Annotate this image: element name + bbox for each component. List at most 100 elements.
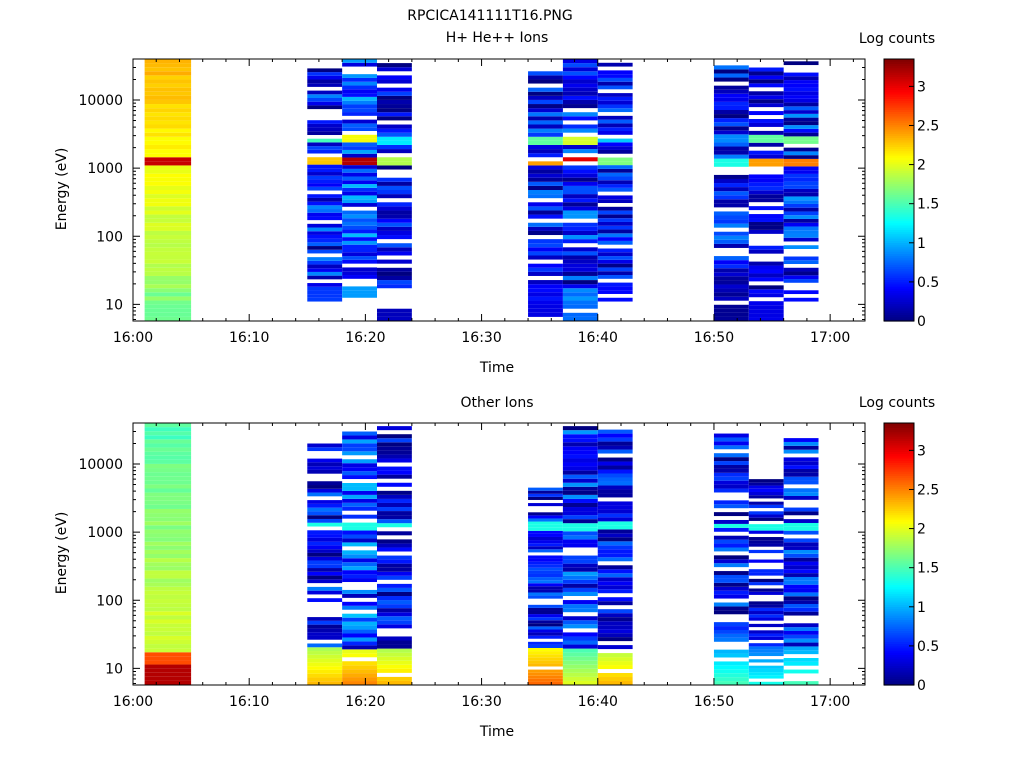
heatmap-cell xyxy=(748,194,784,199)
heatmap-cell xyxy=(144,300,192,305)
heatmap-cell xyxy=(528,626,563,630)
colorbar-segment xyxy=(884,481,914,485)
heatmap-cell xyxy=(377,149,412,154)
heatmap-cell xyxy=(307,234,343,239)
heatmap-cell xyxy=(377,67,412,72)
heatmap-cell xyxy=(307,205,343,210)
heatmap-cell xyxy=(342,176,377,181)
colorbar-segment xyxy=(884,647,914,651)
colorbar-segment xyxy=(884,678,914,682)
heatmap-cell xyxy=(597,569,633,574)
heatmap-cell xyxy=(783,95,819,99)
heatmap-cell xyxy=(528,75,563,80)
heatmap-cell xyxy=(597,681,633,685)
heatmap-cell xyxy=(342,621,377,626)
heatmap-cell xyxy=(342,89,377,94)
heatmap-cell xyxy=(713,500,749,505)
heatmap-cell xyxy=(748,71,784,76)
heatmap-cell xyxy=(377,575,412,580)
colorbar-segment xyxy=(884,538,914,542)
heatmap-cell xyxy=(783,611,819,616)
heatmap-cell xyxy=(528,570,563,574)
heatmap-cell xyxy=(342,240,377,245)
heatmap-cell xyxy=(783,279,819,283)
heatmap-cell xyxy=(783,215,819,219)
heatmap-cell xyxy=(528,226,563,231)
heatmap-cell xyxy=(783,530,819,535)
heatmap-cell xyxy=(783,596,819,601)
colorbar-tick-label: 3 xyxy=(917,79,926,95)
colorbar-segment xyxy=(884,251,914,254)
heatmap-cell xyxy=(562,157,598,162)
colorbar-segment xyxy=(884,148,914,152)
heatmap-cell xyxy=(144,59,192,64)
heatmap-cell xyxy=(144,443,192,448)
heatmap-cell xyxy=(562,275,598,281)
heatmap-cell xyxy=(562,676,598,681)
colorbar-label: Log counts xyxy=(859,395,935,411)
heatmap-cell xyxy=(342,142,377,147)
heatmap-cell xyxy=(307,168,343,173)
heatmap-cell xyxy=(562,579,598,584)
colorbar-segment xyxy=(884,224,914,228)
heatmap-cell xyxy=(713,574,749,579)
colorbar-segment xyxy=(884,663,914,666)
heatmap-cell xyxy=(783,117,819,122)
colorbar-segment xyxy=(884,78,914,82)
heatmap-cell xyxy=(783,546,819,550)
colorbar-segment xyxy=(884,460,914,463)
heatmap-cell xyxy=(144,296,192,301)
colorbar-segment xyxy=(884,157,914,161)
spectrogram-column xyxy=(307,68,343,302)
heatmap-cell xyxy=(307,466,343,470)
heatmap-cell xyxy=(562,527,598,532)
heatmap-cell xyxy=(342,153,377,158)
colorbar-segment xyxy=(884,85,914,88)
heatmap-cell xyxy=(562,312,598,317)
heatmap-cell xyxy=(783,267,819,272)
heatmap-cell xyxy=(307,123,343,128)
colorbar-tick-label: 1 xyxy=(917,236,926,252)
heatmap-cell xyxy=(713,626,749,630)
heatmap-cell xyxy=(377,235,412,240)
heatmap-cell xyxy=(377,656,412,661)
heatmap-cell xyxy=(562,616,598,621)
heatmap-cell xyxy=(307,647,343,652)
x-tick-label: 16:40 xyxy=(578,330,618,346)
heatmap-cell xyxy=(748,218,784,222)
heatmap-cell xyxy=(783,188,819,193)
heatmap-cell xyxy=(144,280,192,285)
heatmap-cell xyxy=(144,173,192,178)
heatmap-cell xyxy=(528,654,563,658)
heatmap-cell xyxy=(713,268,749,273)
heatmap-cell xyxy=(144,435,192,440)
heatmap-cell xyxy=(528,620,563,624)
heatmap-cell xyxy=(597,195,633,200)
heatmap-cell xyxy=(342,267,377,272)
heatmap-cell xyxy=(562,149,598,154)
x-tick-label: 16:20 xyxy=(345,330,385,346)
colorbar-segment xyxy=(884,599,914,603)
heatmap-cell xyxy=(528,564,563,568)
heatmap-cell xyxy=(562,222,598,227)
heatmap-cell xyxy=(713,174,749,179)
colorbar-segment xyxy=(884,229,914,233)
heatmap-cell xyxy=(377,116,412,121)
heatmap-cell xyxy=(562,165,598,170)
heatmap-cell xyxy=(783,80,819,84)
colorbar-segment xyxy=(884,545,914,549)
colorbar-segment xyxy=(884,126,914,130)
heatmap-cell xyxy=(562,63,598,68)
heatmap-cell xyxy=(144,67,192,72)
heatmap-cell xyxy=(377,222,412,227)
heatmap-cell xyxy=(748,681,784,685)
heatmap-cell xyxy=(342,475,377,480)
heatmap-cell xyxy=(144,108,192,113)
heatmap-cell xyxy=(144,206,192,211)
heatmap-cell xyxy=(748,91,784,96)
heatmap-cell xyxy=(562,515,598,520)
heatmap-cell xyxy=(597,477,633,482)
heatmap-cell xyxy=(307,511,343,516)
heatmap-cell xyxy=(144,263,192,268)
colorbar-segment xyxy=(884,67,914,71)
